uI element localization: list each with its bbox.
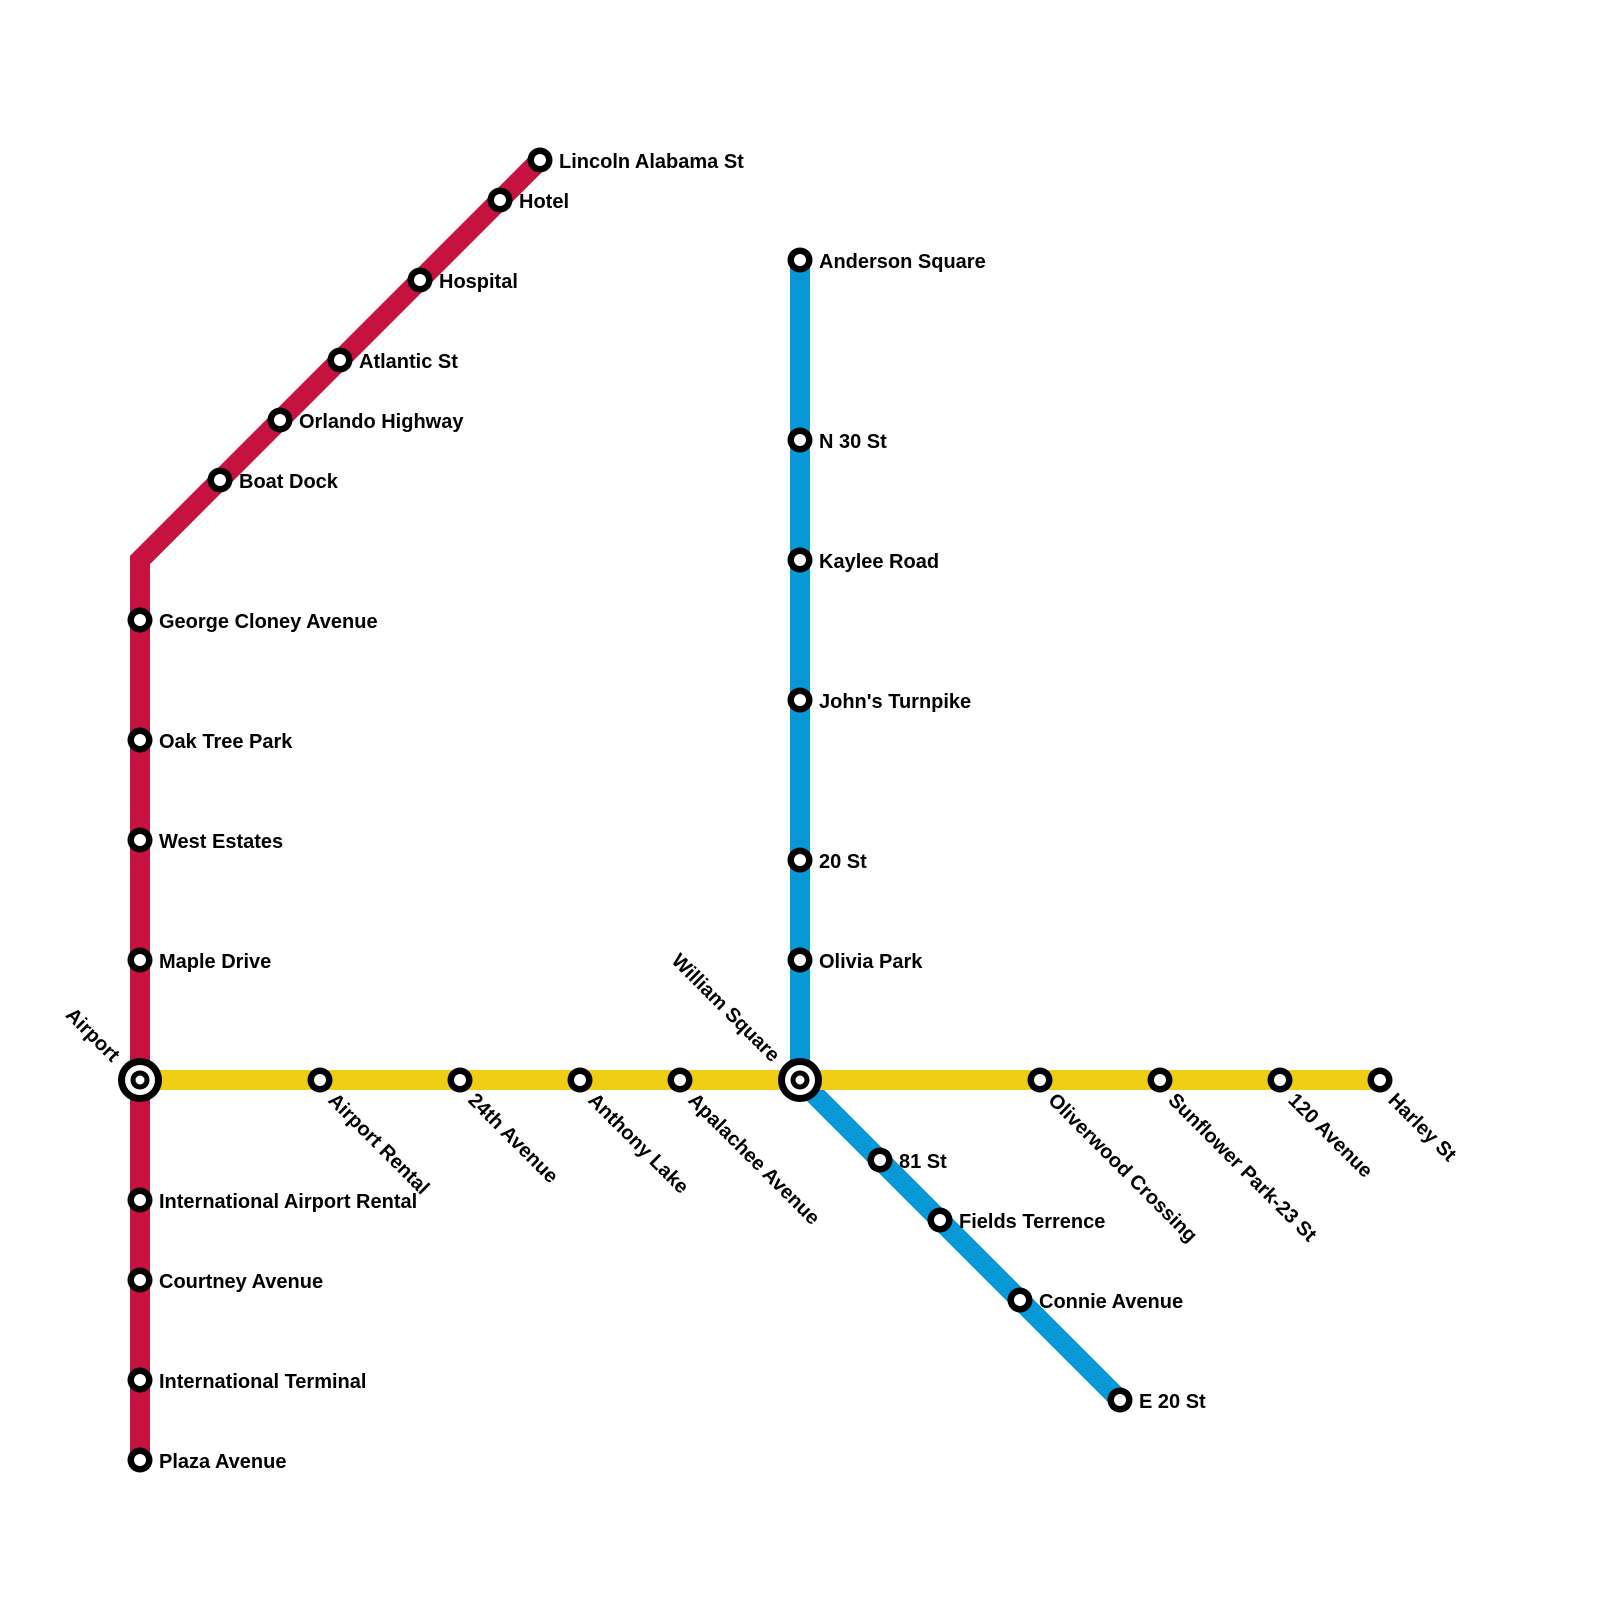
station-plaza-avenue[interactable]: Plaza Avenue	[127, 1447, 287, 1474]
station-label: E 20 St	[1139, 1391, 1206, 1413]
station-marker-ring	[1374, 1074, 1386, 1086]
station-label: West Estates	[159, 831, 283, 853]
station-maple-drive[interactable]: Maple Drive	[127, 947, 272, 974]
station-marker-ring	[794, 694, 806, 706]
station-label: Atlantic St	[359, 351, 458, 373]
station-marker-ring	[674, 1074, 686, 1086]
station-marker-ring	[134, 1454, 146, 1466]
station-marker-ring	[934, 1214, 946, 1226]
station-international-airport-rental[interactable]: International Airport Rental	[127, 1187, 418, 1214]
station-81-st[interactable]: 81 St	[867, 1147, 948, 1174]
station-label: Kaylee Road	[819, 551, 939, 573]
station-label: International Terminal	[159, 1371, 366, 1393]
station-label: Apalachee Avenue	[684, 1089, 824, 1229]
station-lincoln-alabama-st[interactable]: Lincoln Alabama St	[527, 147, 745, 174]
station-harley-st[interactable]: Harley St	[1367, 1067, 1461, 1167]
station-olivia-park[interactable]: Olivia Park	[787, 947, 924, 974]
station-label: Harley St	[1384, 1089, 1461, 1166]
interchange-marker-ring	[135, 1075, 145, 1085]
station-e-20-st[interactable]: E 20 St	[1107, 1387, 1207, 1414]
station-oak-tree-park[interactable]: Oak Tree Park	[127, 727, 294, 754]
station-marker-ring	[1014, 1294, 1026, 1306]
station-anderson-square[interactable]: Anderson Square	[787, 247, 986, 274]
station-marker-ring	[794, 254, 806, 266]
station-west-estates[interactable]: West Estates	[127, 827, 284, 854]
station-marker-ring	[794, 554, 806, 566]
station-connie-avenue[interactable]: Connie Avenue	[1007, 1287, 1184, 1314]
station-marker-ring	[134, 614, 146, 626]
station-label: William Square	[667, 950, 784, 1067]
station-marker-ring	[334, 354, 346, 366]
station-marker-ring	[794, 854, 806, 866]
station-marker-ring	[214, 474, 226, 486]
station-john-s-turnpike[interactable]: John's Turnpike	[787, 687, 972, 714]
station-label: Connie Avenue	[1039, 1291, 1183, 1313]
station-marker-ring	[134, 1194, 146, 1206]
station-atlantic-st[interactable]: Atlantic St	[327, 347, 459, 374]
station-marker-ring	[314, 1074, 326, 1086]
station-label: 24th Avenue	[464, 1089, 563, 1188]
station-label: Anthony Lake	[584, 1089, 693, 1198]
station-label: Oak Tree Park	[159, 731, 293, 753]
station-n-30-st[interactable]: N 30 St	[787, 427, 888, 454]
station-marker-ring	[134, 734, 146, 746]
station-marker-ring	[134, 1374, 146, 1386]
station-label: Airport Rental	[324, 1089, 434, 1199]
station-label: Plaza Avenue	[159, 1451, 286, 1473]
station-marker-ring	[1154, 1074, 1166, 1086]
station-marker-ring	[574, 1074, 586, 1086]
station-marker-ring	[874, 1154, 886, 1166]
interchange-marker-ring	[795, 1075, 805, 1085]
station-label: Olivia Park	[819, 951, 923, 973]
station-label: International Airport Rental	[159, 1191, 417, 1213]
station-marker-ring	[794, 434, 806, 446]
station-boat-dock[interactable]: Boat Dock	[207, 467, 339, 494]
station-kaylee-road[interactable]: Kaylee Road	[787, 547, 940, 574]
station-international-terminal[interactable]: International Terminal	[127, 1367, 367, 1394]
station-marker-ring	[454, 1074, 466, 1086]
station-label: 20 St	[819, 851, 867, 873]
station-marker-ring	[794, 954, 806, 966]
station-20-st[interactable]: 20 St	[787, 847, 868, 874]
station-label: John's Turnpike	[819, 691, 971, 713]
station-marker-ring	[1274, 1074, 1286, 1086]
station-marker-ring	[1114, 1394, 1126, 1406]
station-label: Anderson Square	[819, 251, 986, 273]
station-label: Lincoln Alabama St	[559, 151, 744, 173]
station-courtney-avenue[interactable]: Courtney Avenue	[127, 1267, 324, 1294]
station-label: Orlando Highway	[299, 411, 464, 433]
station-marker-ring	[134, 954, 146, 966]
station-marker-ring	[134, 834, 146, 846]
station-hospital[interactable]: Hospital	[407, 267, 518, 294]
station-marker-ring	[134, 1274, 146, 1286]
station-george-cloney-avenue[interactable]: George Cloney Avenue	[127, 607, 378, 634]
station-label: 120 Avenue	[1284, 1089, 1377, 1182]
station-fields-terrence[interactable]: Fields Terrence	[927, 1207, 1106, 1234]
station-label: Boat Dock	[239, 471, 339, 493]
stations-layer: Lincoln Alabama St Hotel Hospital Atlantic …	[61, 147, 1461, 1474]
station-marker-ring	[494, 194, 506, 206]
station-label: N 30 St	[819, 431, 887, 453]
station-label: Fields Terrence	[959, 1211, 1105, 1233]
station-label: Courtney Avenue	[159, 1271, 323, 1293]
station-label: Hospital	[439, 271, 518, 293]
lines-layer	[130, 152, 1380, 1460]
station-orlando-highway[interactable]: Orlando Highway	[267, 407, 465, 434]
station-marker-ring	[1034, 1074, 1046, 1086]
station-label: Maple Drive	[159, 951, 271, 973]
station-marker-ring	[274, 414, 286, 426]
station-label: Airport	[61, 1004, 124, 1067]
station-label: Hotel	[519, 191, 569, 213]
station-marker-ring	[534, 154, 546, 166]
station-label: 81 St	[899, 1151, 947, 1173]
station-hotel[interactable]: Hotel	[487, 187, 570, 214]
station-label: George Cloney Avenue	[159, 611, 378, 633]
red-line-path	[130, 152, 548, 1460]
station-marker-ring	[414, 274, 426, 286]
